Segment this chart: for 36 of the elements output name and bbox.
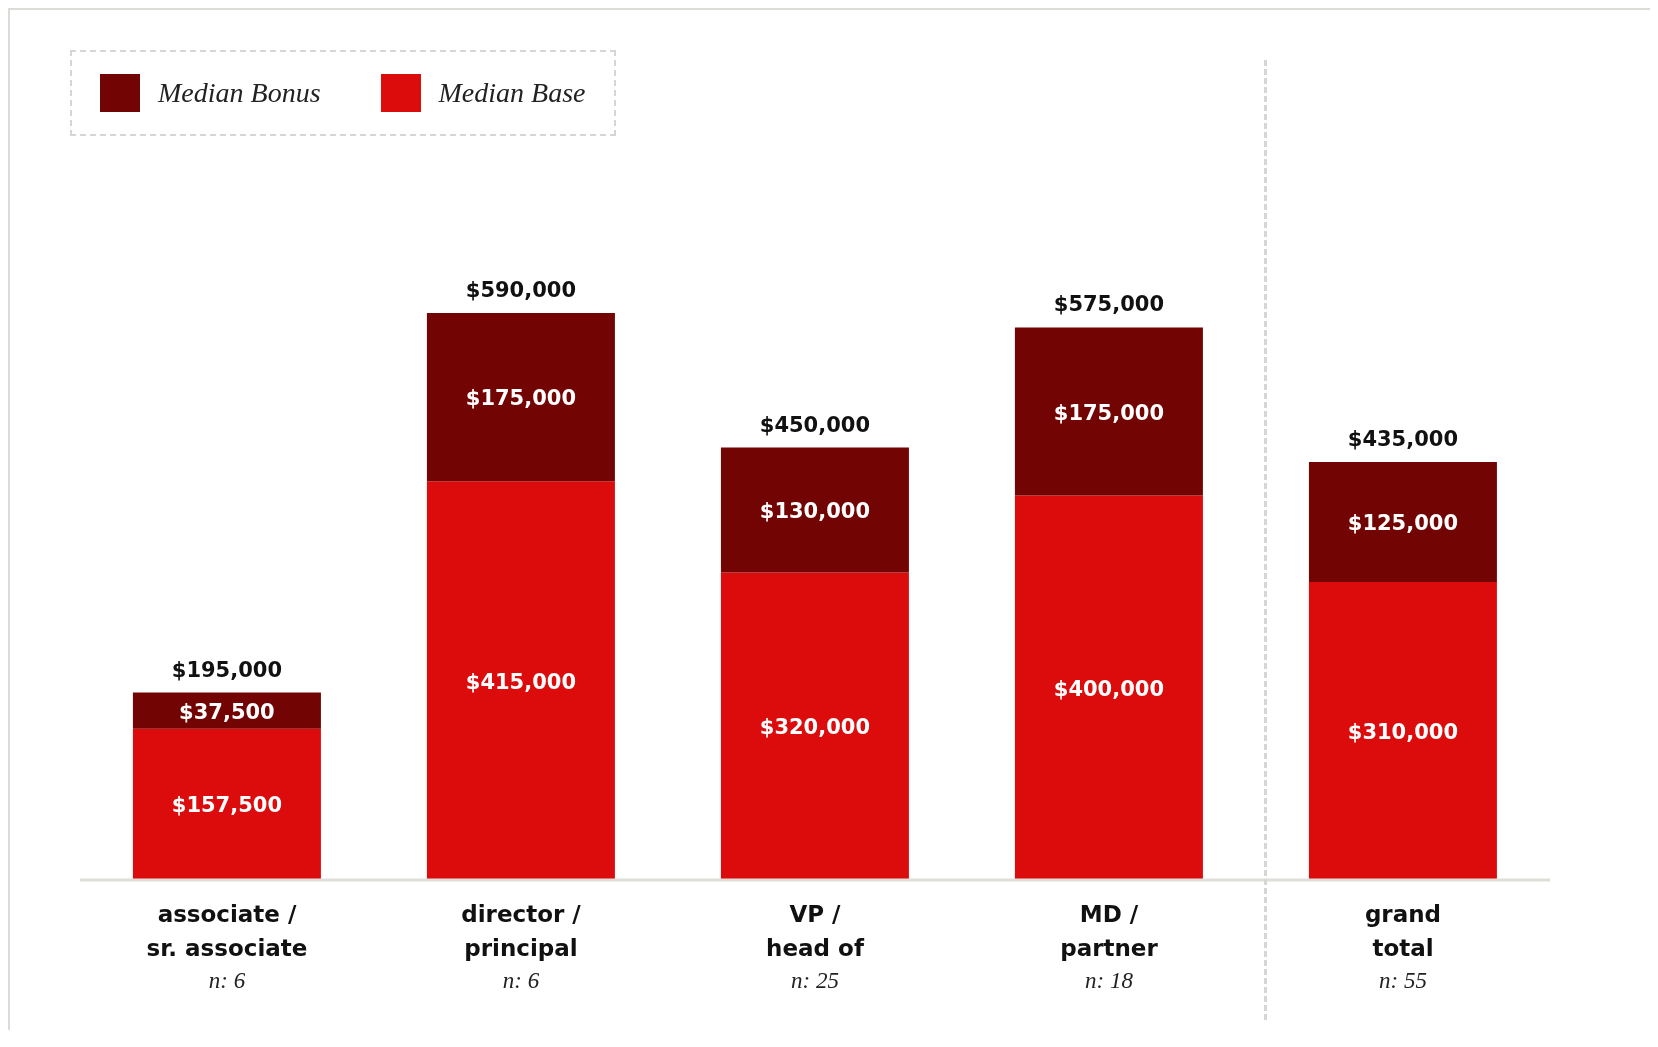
data-label: $310,000 bbox=[1347, 720, 1459, 745]
data-label: $415,000 bbox=[465, 669, 577, 694]
bar bbox=[132, 728, 321, 880]
bar bbox=[720, 447, 909, 573]
bar bbox=[1014, 327, 1203, 496]
legend-label: Median Bonus bbox=[158, 77, 321, 109]
data-label: $175,000 bbox=[465, 386, 577, 411]
data-label: $400,000 bbox=[1053, 676, 1165, 701]
total-label: $575,000 bbox=[1053, 292, 1165, 317]
data-label: $175,000 bbox=[1053, 400, 1165, 425]
x-tick-label: associate / sr. associate bbox=[146, 901, 308, 961]
text: n: 25 bbox=[791, 968, 839, 993]
x-tick-label: MD / partner bbox=[1060, 901, 1159, 961]
data-label: $125,000 bbox=[1347, 511, 1459, 536]
total-label: $450,000 bbox=[759, 412, 871, 437]
bar bbox=[1308, 582, 1497, 880]
data-label: $37,500 bbox=[179, 699, 275, 724]
total-label: $195,000 bbox=[171, 657, 283, 682]
data-label: $157,500 bbox=[171, 793, 283, 818]
bar bbox=[426, 313, 615, 482]
total-label: $590,000 bbox=[465, 278, 577, 303]
text: n: 55 bbox=[1379, 968, 1427, 993]
x-tick-label: VP / head of bbox=[766, 901, 865, 961]
bar bbox=[426, 481, 615, 880]
bar bbox=[1308, 461, 1497, 583]
bar bbox=[1014, 495, 1203, 880]
total-label: $435,000 bbox=[1347, 426, 1459, 451]
text: n: 18 bbox=[1085, 968, 1134, 993]
data-label: $130,000 bbox=[759, 499, 871, 524]
bar bbox=[720, 572, 909, 880]
x-tick-label: director / principal bbox=[461, 901, 582, 961]
x-tick-label: grand total bbox=[1364, 901, 1442, 961]
legend-label: Median Base bbox=[438, 77, 586, 109]
text: n: 6 bbox=[208, 968, 246, 993]
data-label: $320,000 bbox=[759, 715, 871, 740]
text: n: 6 bbox=[502, 968, 540, 993]
